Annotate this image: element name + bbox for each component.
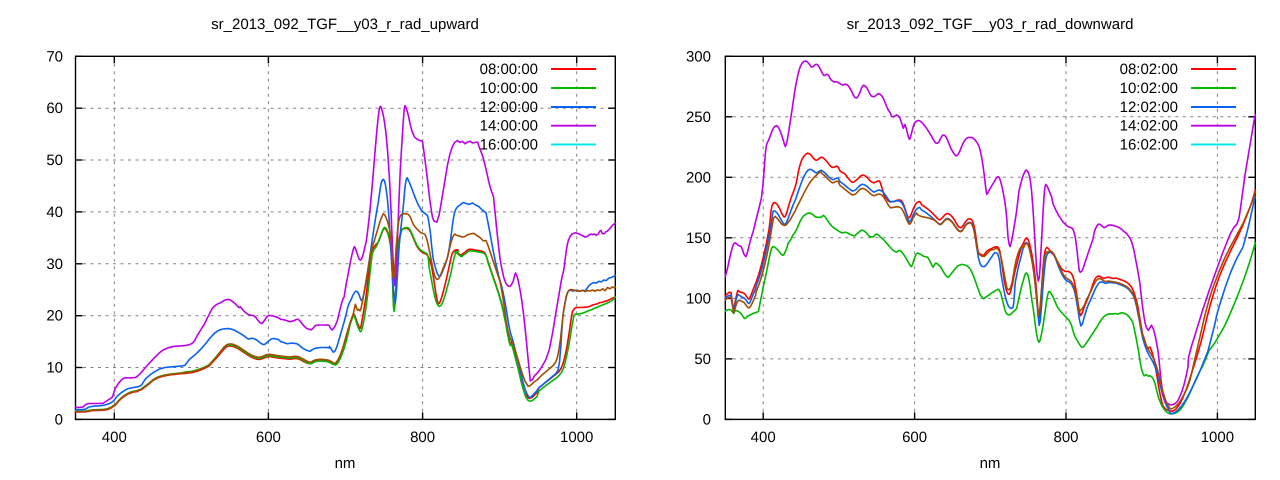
svg-text:nm: nm [980, 455, 1001, 472]
svg-text:400: 400 [102, 429, 127, 446]
svg-text:400: 400 [751, 429, 776, 446]
svg-text:08:00:00: 08:00:00 [480, 61, 538, 78]
svg-text:200: 200 [686, 169, 711, 186]
svg-text:nm: nm [335, 455, 356, 472]
svg-text:600: 600 [256, 429, 281, 446]
svg-text:20: 20 [46, 308, 63, 325]
svg-text:sr_2013_092_TGF__y03_r_rad_upw: sr_2013_092_TGF__y03_r_rad_upward [211, 16, 479, 33]
svg-text:0: 0 [55, 411, 63, 428]
svg-text:14:02:00: 14:02:00 [1120, 118, 1178, 135]
svg-text:800: 800 [1053, 429, 1078, 446]
svg-text:10:00:00: 10:00:00 [480, 80, 538, 97]
svg-text:16:00:00: 16:00:00 [480, 137, 538, 154]
svg-text:50: 50 [46, 152, 63, 169]
svg-text:16:02:00: 16:02:00 [1120, 137, 1178, 154]
svg-text:12:02:00: 12:02:00 [1120, 99, 1178, 116]
svg-text:08:02:00: 08:02:00 [1120, 61, 1178, 78]
svg-text:10: 10 [46, 360, 63, 377]
svg-text:sr_2013_092_TGF__y03_r_rad_dow: sr_2013_092_TGF__y03_r_rad_downward [847, 16, 1134, 33]
svg-text:1000: 1000 [560, 429, 593, 446]
svg-text:50: 50 [694, 351, 711, 368]
svg-text:1000: 1000 [1201, 429, 1234, 446]
svg-text:60: 60 [46, 100, 63, 117]
svg-text:14:00:00: 14:00:00 [480, 118, 538, 135]
svg-text:600: 600 [902, 429, 927, 446]
svg-text:250: 250 [686, 109, 711, 126]
svg-text:100: 100 [686, 290, 711, 307]
svg-text:300: 300 [686, 48, 711, 65]
svg-text:70: 70 [46, 48, 63, 65]
svg-text:150: 150 [686, 230, 711, 247]
svg-text:30: 30 [46, 256, 63, 273]
svg-text:40: 40 [46, 204, 63, 221]
svg-text:12:00:00: 12:00:00 [480, 99, 538, 116]
svg-text:10:02:00: 10:02:00 [1120, 80, 1178, 97]
svg-text:800: 800 [410, 429, 435, 446]
svg-text:0: 0 [703, 411, 711, 428]
